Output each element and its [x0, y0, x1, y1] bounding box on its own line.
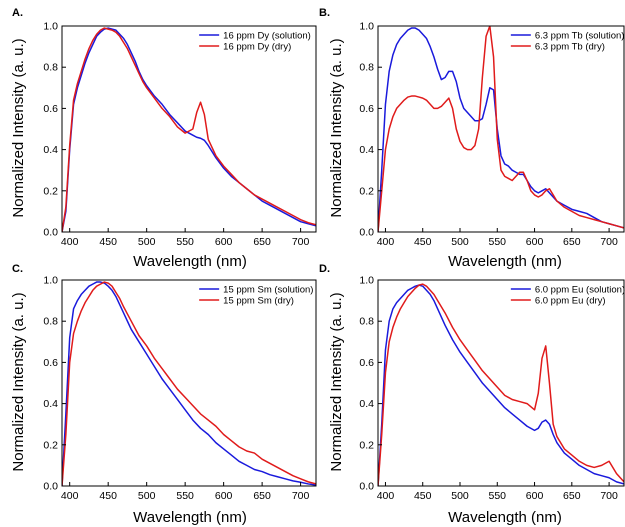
panel-a-series-1-line	[62, 27, 316, 232]
panel-d-xtick-label: 500	[451, 490, 469, 502]
panel-c-xtick-label: 450	[99, 490, 117, 502]
panel-b-plot: 400 450 500 550 600 650 700 0.0 0.2 0.4 0.6 0.8 1.0 6…	[359, 21, 625, 248]
panel-b-xlabel: Wavelength (nm)	[448, 253, 562, 270]
panel-b-ytick-label: 0.0	[359, 227, 374, 239]
panel-c-ytick-label: 0.6	[43, 357, 58, 369]
panel-a-xtick-label: 600	[215, 236, 233, 248]
panel-b-xtick-label: 550	[489, 236, 507, 248]
panel-d-xtick-label: 450	[414, 490, 432, 502]
panel-c: C. Wavelength (nm) Normalized Intensity …	[10, 263, 317, 526]
panel-c-ytick-label: 0.0	[43, 481, 58, 493]
panel-b-ytick-label: 0.2	[359, 185, 374, 197]
panel-b-xtick-label: 400	[377, 236, 395, 248]
panel-b-series-2-line	[378, 26, 624, 232]
panel-b-ytick-label: 0.6	[359, 103, 374, 115]
panel-a-legend-label-1: 16 ppm Dy (solution)	[223, 31, 311, 42]
panel-d-series-1-line	[378, 284, 624, 486]
panel-d-xlabel: Wavelength (nm)	[448, 509, 562, 526]
panel-a-axes-frame	[61, 25, 317, 233]
panel-b-ytick-label: 1.0	[359, 21, 374, 33]
panel-b-xtick-label: 650	[563, 236, 581, 248]
panel-a-xtick-label: 550	[176, 236, 194, 248]
panel-d: D. Wavelength (nm) Normalized Intensity …	[319, 263, 625, 526]
panel-a-ytick-label: 0.2	[43, 185, 58, 197]
panel-c-series-1-line	[62, 281, 316, 486]
panel-b-axes-frame	[377, 25, 625, 233]
panel-a: A. Wavelength (nm) Normalized Intensity …	[10, 7, 317, 270]
panel-c-ytick-label: 1.0	[43, 275, 58, 287]
panel-a-xtick-label: 400	[61, 236, 79, 248]
panel-c-xtick-label: 600	[215, 490, 233, 502]
panel-d-ytick-label: 0.6	[359, 357, 374, 369]
panel-a-ytick-label: 0.0	[43, 227, 58, 239]
panel-b-xtick-label: 700	[600, 236, 618, 248]
panel-d-xtick-label: 550	[489, 490, 507, 502]
panel-d-plot: 400 450 500 550 600 650 700 0.0 0.2 0.4 0.6 0.8 1.0 6…	[359, 275, 625, 503]
panel-a-xtick-label: 700	[292, 236, 310, 248]
panel-c-xtick-label: 700	[292, 490, 310, 502]
panel-d-label: D.	[319, 263, 330, 275]
panel-d-ytick-label: 1.0	[359, 275, 374, 287]
panel-b-legend-label-1: 6.3 ppm Tb (solution)	[535, 31, 625, 42]
panel-c-series-2-line	[62, 281, 316, 486]
panel-d-ylabel: Normalized Intensity (a. u.)	[328, 292, 345, 471]
panel-c-ytick-label: 0.8	[43, 316, 58, 328]
panel-d-xtick-label: 600	[526, 490, 544, 502]
panel-a-xtick-label: 450	[99, 236, 117, 248]
panel-c-label: C.	[12, 263, 23, 275]
panel-d-xtick-label: 700	[600, 490, 618, 502]
panel-c-ytick-label: 0.4	[43, 398, 58, 410]
panel-b-legend-label-2: 6.3 ppm Tb (dry)	[535, 42, 605, 53]
panel-d-ytick-label: 0.0	[359, 481, 374, 493]
panel-c-ylabel: Normalized Intensity (a. u.)	[10, 292, 27, 471]
panel-c-ytick-label: 0.2	[43, 439, 58, 451]
panel-c-xlabel: Wavelength (nm)	[133, 509, 247, 526]
panel-b-label: B.	[319, 7, 330, 19]
panel-a-legend-label-2: 16 ppm Dy (dry)	[223, 42, 291, 53]
panel-a-ytick-label: 0.4	[43, 144, 58, 156]
panel-b: B. Wavelength (nm) Normalized Intensity …	[319, 7, 625, 270]
panel-d-ytick-label: 0.2	[359, 439, 374, 451]
panel-d-ytick-label: 0.4	[359, 398, 374, 410]
panel-a-plot: 400 450 500 550 600 650 700 0.0 0.2 0.4 0.6 0.8 1.0 1…	[43, 21, 317, 248]
panel-a-xtick-label: 650	[253, 236, 271, 248]
panel-b-xtick-label: 600	[526, 236, 544, 248]
panel-b-series-1-line	[378, 27, 624, 232]
panel-a-ytick-label: 0.8	[43, 62, 58, 74]
panel-b-ylabel: Normalized Intensity (a. u.)	[328, 38, 345, 217]
panel-d-xtick-label: 400	[377, 490, 395, 502]
panel-c-xtick-label: 650	[253, 490, 271, 502]
panel-a-ylabel: Normalized Intensity (a. u.)	[10, 38, 27, 217]
panel-a-ytick-label: 0.6	[43, 103, 58, 115]
panel-c-plot: 400 450 500 550 600 650 700 0.0 0.2 0.4 0.6 0.8 1.0 1…	[43, 275, 317, 502]
panel-b-xtick-label: 450	[414, 236, 432, 248]
panel-c-xtick-label: 500	[138, 490, 156, 502]
panel-c-legend-label-1: 15 ppm Sm (solution)	[223, 285, 313, 296]
panel-c-xtick-label: 550	[176, 490, 194, 502]
panel-c-axes-frame	[61, 279, 317, 487]
panel-c-legend-label-2: 15 ppm Sm (dry)	[223, 296, 294, 307]
panel-a-series-2-line	[62, 27, 316, 232]
panel-d-xtick-label: 650	[563, 490, 581, 502]
panel-a-ytick-label: 1.0	[43, 21, 58, 33]
panel-d-series-2-line	[378, 283, 624, 486]
panel-b-ytick-label: 0.8	[359, 62, 374, 74]
panel-a-label: A.	[12, 7, 23, 19]
panel-d-legend-label-1: 6.0 ppm Eu (solution)	[535, 285, 625, 296]
panel-b-ytick-label: 0.4	[359, 144, 374, 156]
panel-c-xtick-label: 400	[61, 490, 79, 502]
panel-d-ytick-label: 0.8	[359, 316, 374, 328]
panel-a-xtick-label: 500	[138, 236, 156, 248]
panel-a-xlabel: Wavelength (nm)	[133, 253, 247, 270]
panel-d-legend-label-2: 6.0 ppm Eu (dry)	[535, 296, 606, 307]
panel-d-axes-frame	[377, 279, 625, 487]
panel-b-xtick-label: 500	[451, 236, 469, 248]
